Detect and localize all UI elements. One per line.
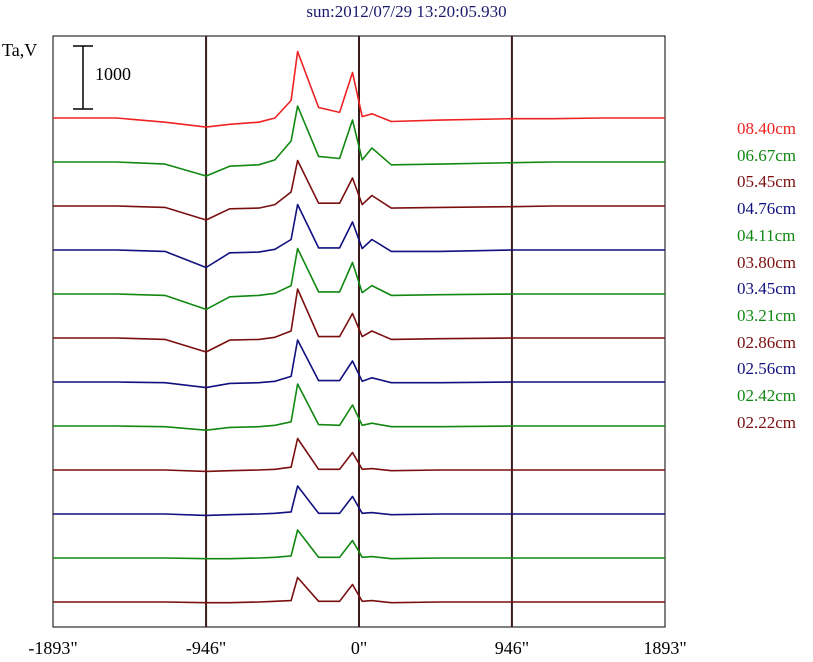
- legend-entry: 02.42cm: [737, 386, 797, 405]
- legend-entry: 02.56cm: [737, 359, 797, 379]
- x-tick-label: 946": [494, 638, 530, 658]
- x-tick-label: 1893": [643, 638, 687, 658]
- legend-entry: 03.45cm: [737, 279, 797, 299]
- legend-entry: 02.86cm: [737, 332, 797, 352]
- series-line: [53, 50, 665, 128]
- legend-entry: 03.21cm: [737, 305, 797, 325]
- x-tick-label: 0": [350, 638, 368, 658]
- legend-entry: 04.76cm: [737, 199, 797, 219]
- legend-entry: 08.40cm: [737, 119, 797, 138]
- legend-entry: 04.11cm: [737, 225, 796, 245]
- legend-entry: 05.45cm: [737, 172, 797, 192]
- series-line: [53, 159, 665, 221]
- scale-bar-label: 1000: [95, 64, 131, 84]
- series-line: [53, 247, 665, 311]
- x-tick-label: -1893": [28, 638, 78, 658]
- series-line: [53, 383, 665, 432]
- series-line: [53, 529, 665, 560]
- series-line: [53, 576, 665, 604]
- series-line: [53, 437, 665, 473]
- legend-entry: 03.80cm: [737, 252, 797, 272]
- series-line: [53, 339, 665, 389]
- series-line: [53, 288, 665, 353]
- x-tick-label: -946": [185, 638, 227, 658]
- series-line: [53, 485, 665, 517]
- series-line: [53, 203, 665, 269]
- legend-entry: 02.22cm: [737, 412, 797, 432]
- legend-entry: 06.67cm: [737, 145, 797, 165]
- y-axis-label: Ta,V: [2, 40, 38, 60]
- series-line: [53, 105, 665, 177]
- chart-title: sun:2012/07/29 13:20:05.930: [306, 2, 507, 21]
